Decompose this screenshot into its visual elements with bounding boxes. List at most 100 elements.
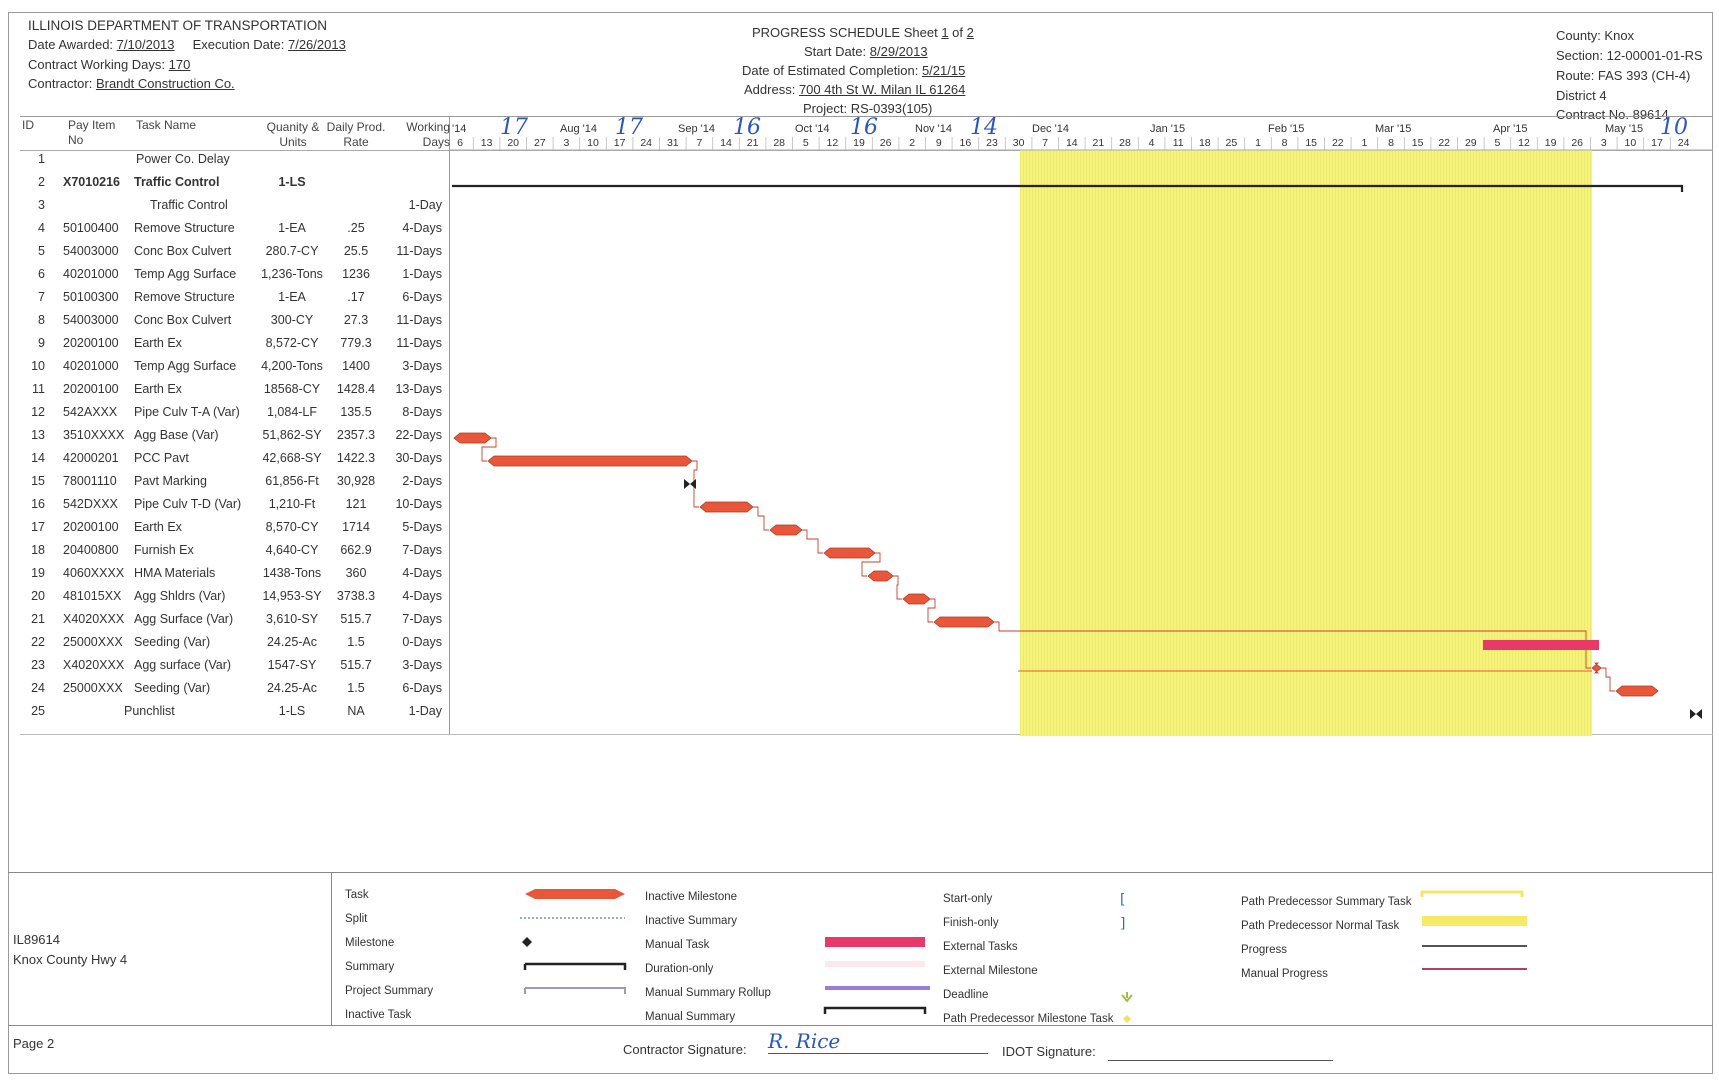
timeline-month: May '15 <box>1605 123 1643 135</box>
timeline-month: Oct '14 <box>795 123 830 135</box>
task-pay: 50100300 <box>63 290 119 304</box>
timeline-day: 21 <box>747 137 759 149</box>
task-pay: X4020XXX <box>63 658 125 672</box>
task-rate: 360 <box>345 566 367 580</box>
legend-item: Finish-only <box>943 917 999 929</box>
task-rate: 515.7 <box>340 658 372 672</box>
contractor-signature: R. Rice <box>768 1029 988 1054</box>
task-rate: .25 <box>347 221 365 235</box>
timeline-day: 6 <box>457 137 463 149</box>
task-pay: 42000201 <box>63 451 119 465</box>
task-pay: 20200100 <box>63 520 119 534</box>
swatch-manual-summary <box>823 1006 927 1014</box>
task-id: 1 <box>38 152 45 166</box>
swatch-milestone <box>522 937 532 947</box>
timeline-day: 1 <box>1361 137 1367 149</box>
task-id: 19 <box>31 566 45 580</box>
table-row: 8 54003000 Conc Box Culvert 300-CY 27.3 11-Da… <box>0 310 450 333</box>
table-row: 19 4060XXXX HMA Materials 1438-Tons 360 4-Day… <box>0 563 450 586</box>
milestone-marker <box>684 479 690 489</box>
task-name: Earth Ex <box>134 382 182 396</box>
dependency-link <box>802 529 823 554</box>
idot-signature-label: IDOT Signature: <box>1002 1044 1096 1059</box>
task-qty: 1-LS <box>278 175 306 189</box>
task-rate: 135.5 <box>340 405 372 419</box>
swatch-path-normal <box>1422 916 1527 926</box>
task-pay: 40201000 <box>63 359 119 373</box>
legend-item: Start-only <box>943 893 993 905</box>
timeline-day: 21 <box>1093 137 1105 149</box>
task-id: 23 <box>31 658 45 672</box>
task-id: 14 <box>31 451 45 465</box>
timeline-day: 28 <box>773 137 785 149</box>
task-days: 3-Days <box>402 658 442 672</box>
table-row: 23 X4020XXX Agg surface (Var) 1547-SY 515.7 3… <box>0 655 450 678</box>
task-qty: 51,862-SY <box>262 428 322 442</box>
task-rate: 27.3 <box>343 313 369 327</box>
manual-task-bar <box>1483 640 1599 650</box>
task-name: Power Co. Delay <box>136 152 230 166</box>
task-days: 6-Days <box>402 681 442 695</box>
milestone-marker <box>1690 709 1696 719</box>
task-rate: 1.5 <box>347 681 365 695</box>
legend-item: Split <box>345 913 368 925</box>
timeline-day: 13 <box>481 137 493 149</box>
task-bar <box>769 524 803 536</box>
contractor-signature-label: Contractor Signature: <box>623 1042 747 1057</box>
timeline-month: '14 <box>452 123 466 135</box>
timeline-day: 3 <box>563 137 569 149</box>
task-days: 8-Days <box>402 405 442 419</box>
task-id: 11 <box>32 382 45 396</box>
legend-item: Deadline <box>943 989 989 1001</box>
task-name: HMA Materials <box>134 566 216 580</box>
task-id: 9 <box>38 336 45 350</box>
handwritten-count: 16 <box>850 116 878 140</box>
swatch-manual-task <box>825 937 925 947</box>
task-qty: 42,668-SY <box>262 451 322 465</box>
task-rate: 1400 <box>342 359 370 373</box>
legend-swatches: [ ] <box>520 889 1527 1023</box>
task-qty: 300-CY <box>270 313 314 327</box>
task-days: 1-Days <box>402 267 442 281</box>
dependency-link <box>893 575 902 600</box>
task-id: 5 <box>38 244 45 258</box>
legend-item: Manual Task <box>645 939 710 951</box>
table-row: 22 25000XXX Seeding (Var) 24.25-Ac 1.5 0-Days <box>0 632 450 655</box>
section: Section: 12-00001-01-RS <box>1556 48 1703 63</box>
timeline-day: 20 <box>507 137 519 149</box>
task-bar <box>487 455 693 467</box>
task-name: Agg Shldrs (Var) <box>134 589 226 603</box>
task-id: 22 <box>31 635 45 649</box>
start-date: Start Date: 8/29/2013 <box>804 44 928 59</box>
task-rate: 1422.3 <box>336 451 376 465</box>
task-name: Temp Agg Surface <box>134 359 237 373</box>
task-days: 0-Days <box>402 635 442 649</box>
page-number: Page 2 <box>13 1036 55 1051</box>
timeline-day: 10 <box>1625 137 1637 149</box>
task-name: PCC Pavt <box>134 451 189 465</box>
legend-item: Milestone <box>345 937 395 949</box>
contract-no: Contract No. 89614 <box>1556 107 1669 122</box>
idot-signature-line <box>1108 1060 1333 1061</box>
timeline-day: 29 <box>1465 137 1477 149</box>
dependency-link <box>861 552 881 577</box>
timeline-day: 19 <box>1545 137 1557 149</box>
table-row: 20 481015XX Agg Shldrs (Var) 14,953-SY 3738.… <box>0 586 450 609</box>
task-name: Temp Agg Surface <box>134 267 237 281</box>
table-row: 18 20400800 Furnish Ex 4,640-CY 662.9 7-Days <box>0 540 450 563</box>
predecessor-highlight <box>1020 150 1592 736</box>
table-row: 2 X7010216 Traffic Control 1-LS <box>0 172 450 195</box>
task-rate: 779.3 <box>340 336 372 350</box>
col-task-name: Task Name <box>136 118 197 132</box>
sheet-info: PROGRESS SCHEDULE Sheet 1 of 2 <box>752 25 974 40</box>
task-id: 18 <box>31 543 45 557</box>
task-qty: 1-EA <box>278 221 306 235</box>
task-pay: 4060XXXX <box>63 566 125 580</box>
task-days: 7-Days <box>402 612 442 626</box>
task-pay: 20200100 <box>63 382 119 396</box>
task-days: 4-Days <box>402 221 442 235</box>
timeline-day: 8 <box>1388 137 1394 149</box>
legend-item: Path Predecessor Normal Task <box>1241 920 1400 932</box>
task-rate: 1428.4 <box>336 382 376 396</box>
table-row: 13 3510XXXX Agg Base (Var) 51,862-SY 2357.3 2… <box>0 425 450 448</box>
